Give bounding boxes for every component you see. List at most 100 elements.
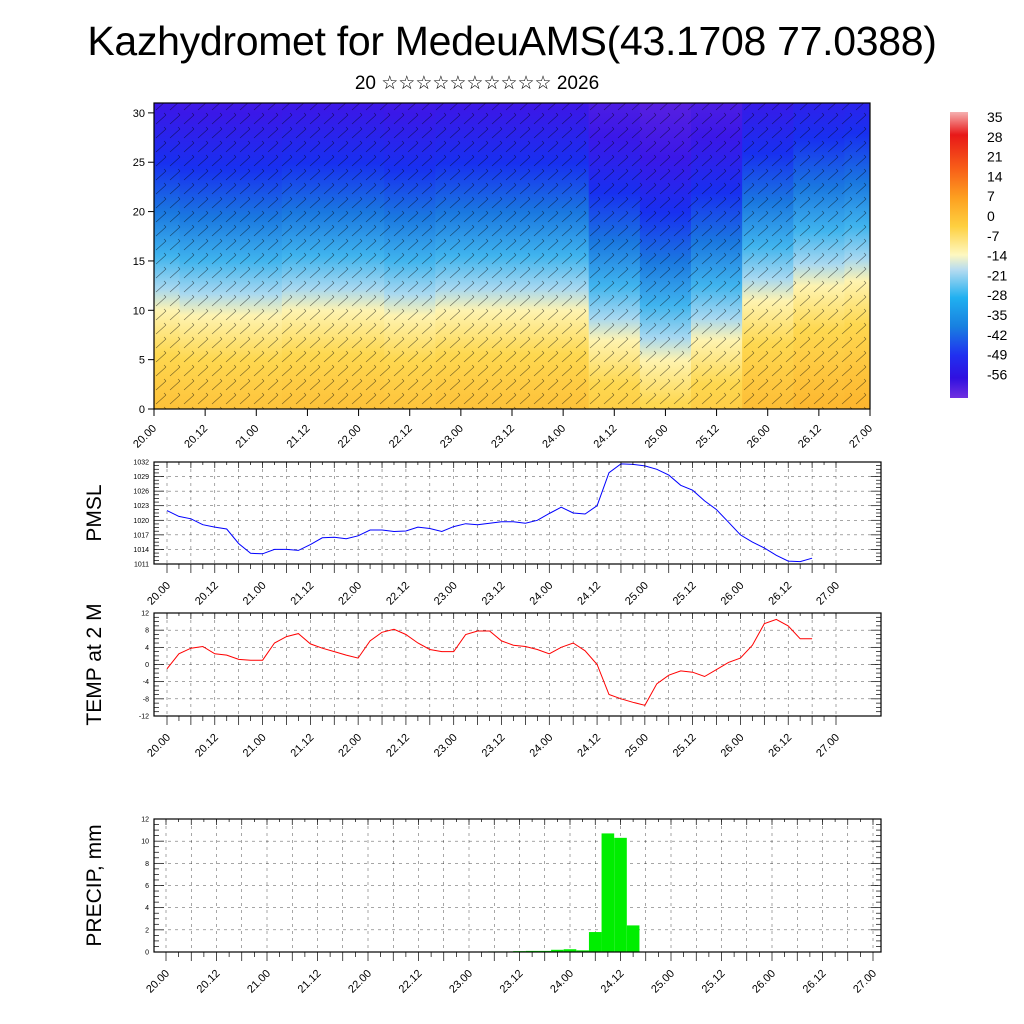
y-tick-label: 1014 [133, 547, 149, 554]
x-tick-label: 22.12 [384, 732, 412, 760]
y-tick-label: 1020 [133, 518, 149, 525]
x-tick-label: 20.12 [193, 732, 221, 760]
pmsl-panel: 1011 1014 1017 1020 1023 1026 1029 1032 20.00 20.… [83, 460, 882, 608]
y-tick-label: 25 [133, 157, 145, 169]
x-tick-label: 21.00 [233, 423, 261, 451]
x-tick-label: 22.00 [336, 423, 364, 451]
x-tick-label: 25.12 [671, 732, 699, 760]
pmsl-frame [153, 461, 882, 565]
colorbar-label: 21 [987, 149, 1003, 165]
x-tick-label: 22.12 [387, 423, 415, 451]
y-tick-label: 0 [145, 950, 149, 957]
x-tick-label: 27.00 [847, 423, 875, 451]
x-tick-label: 27.00 [851, 968, 879, 996]
x-tick-label: 21.00 [241, 732, 269, 760]
y-tick-label: 12 [141, 611, 149, 618]
x-tick-label: 26.00 [719, 732, 747, 760]
x-tick-label: 21.12 [289, 732, 317, 760]
y-tick-label: 8 [145, 861, 149, 868]
y-tick-label: 0 [139, 404, 145, 416]
colorbar-label: -35 [987, 307, 1007, 323]
x-tick-label: 25.12 [671, 580, 699, 608]
x-tick-label: 25.00 [649, 968, 677, 996]
pmsl-axis-label: PMSL [83, 484, 106, 541]
precip-bar [614, 837, 627, 952]
colorbar-label: -56 [987, 366, 1007, 382]
x-tick-label: 26.00 [719, 580, 747, 608]
y-tick-label: 10 [133, 305, 145, 317]
x-tick-label: 24.12 [575, 732, 603, 760]
x-tick-label: 22.12 [384, 580, 412, 608]
x-tick-label: 24.12 [575, 580, 603, 608]
precip-bar [601, 833, 615, 952]
x-tick-label: 26.12 [796, 423, 824, 451]
y-tick-label: 1023 [133, 503, 149, 510]
y-tick-label: 15 [133, 256, 145, 268]
x-tick-label: 21.12 [289, 580, 317, 608]
precip-axis-label: PRECIP, mm [83, 824, 106, 946]
colorbar-label: -7 [987, 228, 1000, 244]
y-tick-label: 20 [133, 207, 145, 219]
cross-section-plot: 20.00 20.12 21.00 21.12 22.00 22.12 23.00 23.12… [131, 102, 875, 451]
y-tick-label: 30 [133, 108, 145, 120]
colorbar-label: 28 [987, 129, 1003, 145]
x-tick-label: 22.00 [346, 968, 374, 996]
precip-bar [576, 950, 589, 952]
x-tick-label: 20.12 [195, 968, 223, 996]
colorbar-label: 14 [987, 168, 1003, 184]
x-tick-label: 26.12 [801, 968, 829, 996]
page-title: Kazhydromet for MedeuAMS(43.1708 77.0388… [87, 18, 937, 64]
x-tick-label: 24.00 [548, 968, 576, 996]
x-tick-label: 23.00 [432, 580, 460, 608]
y-tick-label: 12 [141, 817, 149, 824]
colorbar-label: 35 [987, 109, 1003, 125]
page-subtitle: 20 ☆☆☆☆☆☆☆☆☆☆ 2026 [354, 73, 600, 94]
x-tick-label: 25.00 [623, 732, 651, 760]
colorbar-label: -49 [987, 347, 1007, 363]
x-tick-label: 23.00 [432, 732, 460, 760]
y-tick-label: 4 [145, 645, 149, 652]
x-tick-label: 23.12 [480, 580, 508, 608]
x-tick-label: 20.00 [145, 580, 173, 608]
x-tick-label: 25.00 [623, 580, 651, 608]
y-tick-label: -8 [143, 696, 149, 703]
y-tick-label: 1017 [133, 532, 149, 539]
colorbar-label: -14 [987, 248, 1007, 264]
x-tick-label: 25.12 [694, 423, 722, 451]
colorbar-label: 0 [987, 208, 995, 224]
y-tick-label: -4 [143, 679, 149, 686]
y-tick-label: 8 [145, 628, 149, 635]
x-tick-label: 26.12 [766, 732, 794, 760]
x-tick-label: 21.00 [241, 580, 269, 608]
x-tick-label: 26.00 [745, 423, 773, 451]
x-tick-label: 27.00 [814, 732, 842, 760]
temp-2m-series-line [166, 618, 813, 706]
x-tick-label: 26.12 [766, 580, 794, 608]
x-tick-label: 20.12 [182, 423, 210, 451]
x-tick-label: 23.12 [480, 732, 508, 760]
x-tick-label: 20.12 [193, 580, 221, 608]
y-tick-label: 10 [141, 839, 149, 846]
precip-bar [551, 949, 564, 952]
colorbar-label: -21 [987, 267, 1007, 283]
y-tick-label: 1032 [133, 460, 149, 467]
x-tick-label: 21.00 [245, 968, 273, 996]
x-tick-label: 26.00 [750, 968, 778, 996]
pmsl-series-line [166, 463, 813, 563]
y-tick-label: 0 [145, 662, 149, 669]
x-tick-label: 24.00 [527, 732, 555, 760]
precip-bar [563, 949, 577, 952]
x-tick-label: 27.00 [814, 580, 842, 608]
x-tick-label: 25.00 [643, 423, 671, 451]
y-tick-label: 6 [145, 883, 149, 890]
colorbar-label: 7 [987, 188, 995, 204]
x-tick-label: 24.12 [591, 423, 619, 451]
y-tick-label: -12 [139, 714, 149, 721]
x-tick-label: 22.00 [336, 732, 364, 760]
temperature-colorbar: 35 28 21 14 7 0 -7 -14 -21 -28 -35 -42 -49 -56 [950, 109, 1007, 398]
x-tick-label: 22.12 [397, 968, 425, 996]
y-tick-label: 5 [139, 355, 145, 367]
colorbar-label: -42 [987, 327, 1007, 343]
x-tick-label: 22.00 [336, 580, 364, 608]
